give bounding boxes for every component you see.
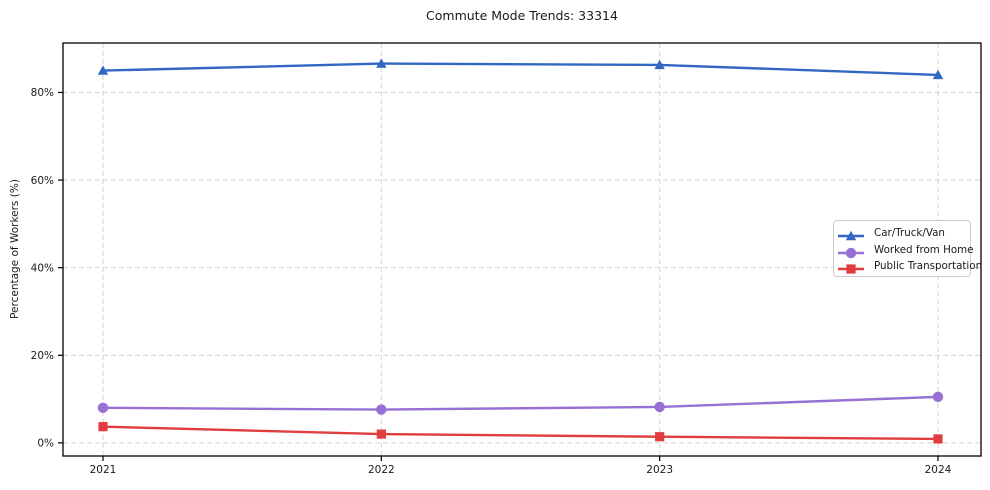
circle-marker-icon xyxy=(654,401,665,413)
triangle-marker-icon xyxy=(932,69,944,80)
circle-marker-icon xyxy=(845,247,857,258)
square-marker-icon xyxy=(837,260,865,274)
circle-marker-icon xyxy=(376,404,387,415)
y-tick-label: 60% xyxy=(31,175,54,187)
triangle-marker-icon xyxy=(837,227,865,241)
y-tick-label: 20% xyxy=(31,350,54,362)
series-line xyxy=(101,62,940,77)
x-tick-label: 2024 xyxy=(925,464,952,476)
legend-item-public-transportation: Public Transportation xyxy=(837,258,982,275)
square-marker-icon xyxy=(933,434,943,444)
y-tick-label: 40% xyxy=(31,262,54,274)
legend-label: Public Transportation xyxy=(874,260,983,273)
square-marker-icon xyxy=(98,422,108,432)
chart-title: Commute Mode Trends: 33314 xyxy=(426,8,618,23)
triangle-marker-icon xyxy=(97,65,109,75)
series-line xyxy=(101,425,940,441)
triangle-marker-icon xyxy=(376,58,387,68)
y-tick-label: 80% xyxy=(31,87,54,99)
square-marker-icon xyxy=(846,264,856,274)
square-marker-icon xyxy=(655,432,665,442)
circle-marker-icon xyxy=(932,391,944,403)
series-line xyxy=(101,395,940,411)
triangle-marker-icon xyxy=(654,59,665,70)
legend-label: Worked from Home xyxy=(874,243,974,256)
circle-marker-icon xyxy=(97,402,109,414)
legend-item-worked-from-home: Worked from Home xyxy=(837,242,974,259)
x-tick-label: 2021 xyxy=(90,464,117,476)
triangle-marker-icon xyxy=(845,231,857,241)
circle-marker-icon xyxy=(837,244,865,258)
plot-border xyxy=(62,42,982,457)
x-tick-label: 2023 xyxy=(646,464,673,476)
x-tick-label: 2022 xyxy=(368,464,395,476)
legend: Car/Truck/Van Worked from Home Public Tr… xyxy=(833,220,982,277)
legend-label: Car/Truck/Van xyxy=(874,227,945,240)
square-marker-icon xyxy=(376,429,386,439)
legend-item-car-truck-van: Car/Truck/Van xyxy=(837,225,970,242)
y-tick-label: 0% xyxy=(37,438,54,450)
